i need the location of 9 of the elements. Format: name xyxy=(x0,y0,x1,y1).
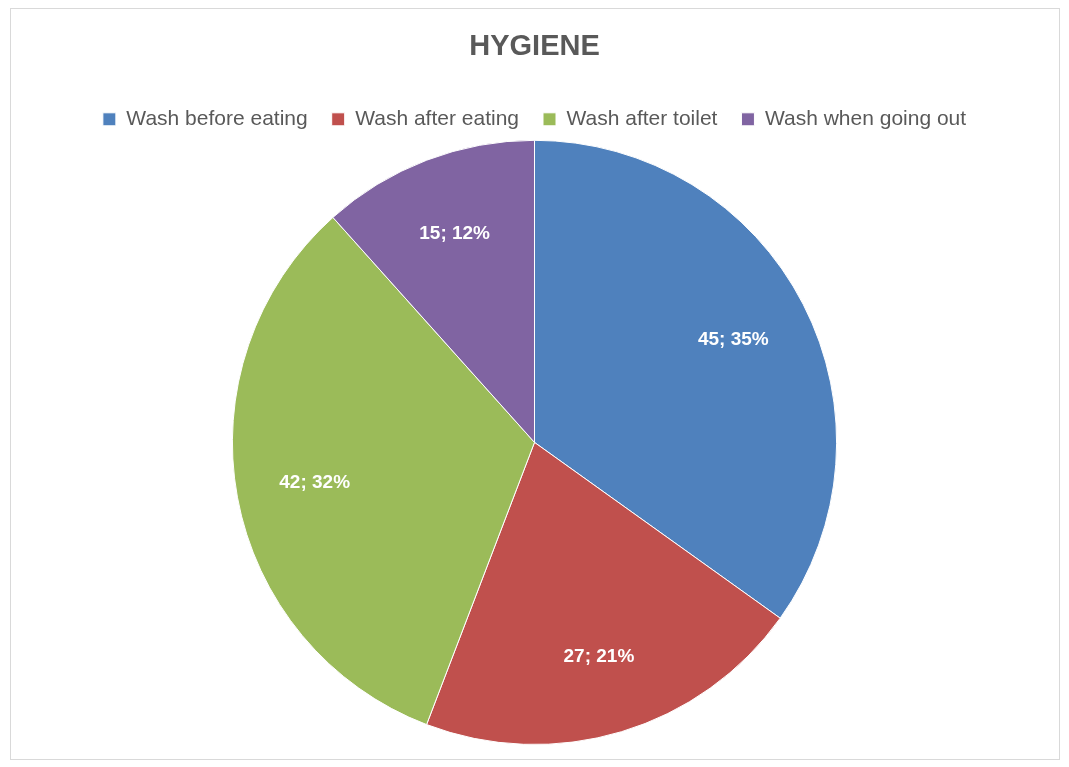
data-label: 45; 35% xyxy=(697,328,769,350)
legend-label: Wash when going out xyxy=(764,106,967,130)
legend-label: Wash after toilet xyxy=(566,106,718,130)
legend-label: Wash before eating xyxy=(126,106,308,130)
data-label: 27; 21% xyxy=(563,644,635,666)
data-label: 15; 12% xyxy=(419,221,491,243)
legend-label: Wash after eating xyxy=(355,106,520,130)
data-label: 42; 32% xyxy=(279,471,351,493)
chart-title: HYGIENE xyxy=(469,29,600,62)
